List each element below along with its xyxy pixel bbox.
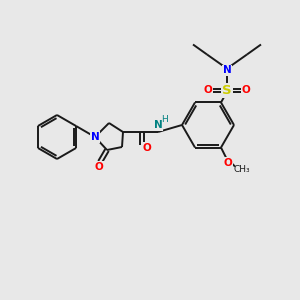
Text: O: O bbox=[224, 158, 232, 167]
Text: N: N bbox=[154, 120, 162, 130]
Text: S: S bbox=[222, 84, 232, 97]
Text: O: O bbox=[94, 162, 103, 172]
Text: N: N bbox=[223, 65, 231, 76]
Text: O: O bbox=[142, 143, 152, 153]
Text: H: H bbox=[160, 116, 167, 124]
Text: O: O bbox=[242, 85, 250, 95]
Text: O: O bbox=[204, 85, 212, 95]
Text: CH₃: CH₃ bbox=[234, 165, 250, 174]
Text: N: N bbox=[91, 132, 99, 142]
